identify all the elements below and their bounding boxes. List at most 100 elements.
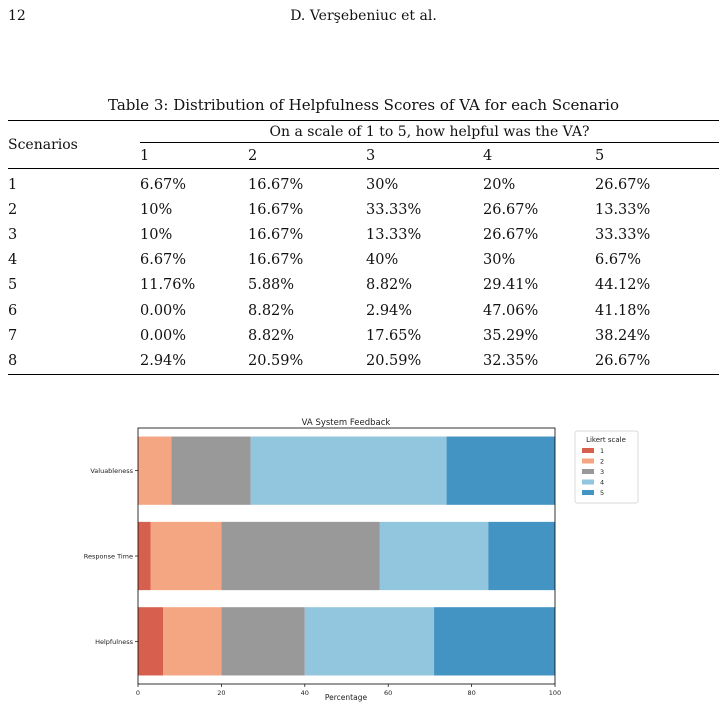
column-header-2: 2 — [248, 142, 366, 169]
score-cell: 13.33% — [366, 226, 422, 243]
y-tick-label: Response Time — [84, 553, 133, 561]
table-row: 4 6.67% 16.67% 40% 30% 6.67% — [8, 248, 719, 273]
bar-segment — [171, 436, 251, 505]
scenario-cell: 5 — [8, 277, 18, 294]
score-cell: 13.33% — [595, 201, 651, 218]
x-tick-label: 100 — [549, 689, 561, 697]
bar-segment — [150, 521, 222, 591]
scenario-cell: 3 — [8, 226, 18, 243]
running-author: D. Verşebeniuc et al. — [290, 8, 437, 24]
score-cell: 16.67% — [248, 201, 304, 218]
scenario-cell: 4 — [8, 252, 18, 269]
score-cell: 16.67% — [248, 176, 304, 193]
legend-label: 3 — [600, 468, 604, 476]
table-row: 6 0.00% 8.82% 2.94% 47.06% 41.18% — [8, 298, 719, 323]
score-cell: 44.12% — [595, 277, 651, 294]
legend-swatch — [582, 469, 594, 474]
score-cell: 11.76% — [140, 277, 196, 294]
legend-swatch — [582, 448, 594, 453]
legend-swatch — [582, 458, 594, 464]
x-axis-label: Percentage — [325, 693, 368, 702]
chart-x-ticks: 0 20 40 60 80 100 — [136, 684, 561, 697]
score-cell: 10% — [140, 226, 173, 243]
score-cell: 0.00% — [140, 302, 187, 319]
bar-segment — [221, 607, 305, 676]
score-cell: 16.67% — [248, 252, 304, 269]
score-cell: 20.59% — [248, 348, 366, 375]
score-cell: 2.94% — [366, 302, 413, 319]
bar-segment — [163, 607, 222, 676]
score-cell: 30% — [366, 176, 399, 193]
score-cell: 30% — [483, 252, 516, 269]
score-cell: 20% — [483, 176, 516, 193]
score-cell: 26.67% — [483, 226, 539, 243]
legend-label: 4 — [600, 479, 604, 487]
score-cell: 47.06% — [483, 302, 539, 319]
legend-label: 5 — [600, 489, 604, 497]
bar-segment — [221, 521, 380, 591]
legend-label: 2 — [600, 458, 604, 466]
score-cell: 8.82% — [366, 277, 413, 294]
bar-segment — [250, 436, 447, 505]
va-feedback-chart: VA System Feedback Valuableness Response … — [84, 418, 639, 702]
bar-segment — [138, 521, 151, 591]
scenario-cell: 2 — [8, 201, 18, 218]
score-cell: 33.33% — [366, 201, 422, 218]
score-cell: 17.65% — [366, 327, 422, 344]
bar-segment — [379, 521, 489, 591]
score-cell: 0.00% — [140, 327, 187, 344]
score-cell: 5.88% — [248, 277, 295, 294]
legend-swatch — [582, 490, 594, 495]
chart-legend: Likert scale 1 2 3 4 5 — [574, 430, 639, 504]
table-row: 3 10% 16.67% 13.33% 26.67% 33.33% — [8, 222, 719, 247]
scenario-cell: 7 — [8, 327, 18, 344]
legend-title: Likert scale — [586, 436, 626, 444]
bar-segment — [138, 607, 164, 676]
x-tick-label: 40 — [301, 689, 309, 697]
bar-segment — [304, 607, 435, 676]
score-cell: 2.94% — [140, 348, 248, 375]
table-body: 1 6.67% 16.67% 30% 20% 26.67% 2 10% 16.67% 33.33%… — [8, 169, 719, 375]
column-header-4: 4 — [483, 142, 595, 169]
x-tick-label: 0 — [136, 689, 140, 697]
scenarios-header: Scenarios — [8, 120, 140, 169]
score-cell: 16.67% — [248, 226, 304, 243]
bar-segment — [488, 521, 555, 591]
column-header-5: 5 — [595, 142, 719, 169]
legend-label: 1 — [600, 447, 604, 455]
x-tick-label: 80 — [467, 689, 475, 697]
bar-segment — [446, 436, 555, 505]
score-cell: 8.82% — [248, 327, 295, 344]
plot-frame — [137, 427, 556, 685]
score-cell: 8.82% — [248, 302, 295, 319]
scenario-cell: 6 — [8, 302, 18, 319]
x-tick-label: 60 — [384, 689, 392, 697]
running-header: 12 D. Verşebeniuc et al. — [8, 8, 719, 28]
bar-segment — [434, 607, 555, 676]
y-tick-label: Helpfulness — [95, 638, 134, 646]
score-cell: 33.33% — [595, 226, 651, 243]
column-header-3: 3 — [366, 142, 483, 169]
score-cell: 6.67% — [140, 252, 187, 269]
score-cell: 40% — [366, 252, 399, 269]
x-tick-label: 20 — [217, 689, 225, 697]
table-row: 8 2.94% 20.59% 20.59% 32.35% 26.67% — [8, 348, 719, 375]
table-row: 7 0.00% 8.82% 17.65% 35.29% 38.24% — [8, 323, 719, 348]
score-cell: 26.67% — [595, 348, 719, 375]
score-cell: 35.29% — [483, 327, 539, 344]
score-cell: 26.67% — [595, 176, 651, 193]
table-header-row: Scenarios On a scale of 1 to 5, how help… — [8, 120, 719, 169]
score-cell: 10% — [140, 201, 173, 218]
table-caption: Table 3: Distribution of Helpfulness Sco… — [108, 96, 619, 114]
score-cell: 41.18% — [595, 302, 651, 319]
legend-swatch — [582, 479, 594, 485]
score-cell: 6.67% — [595, 252, 642, 269]
y-tick-label: Valuableness — [90, 467, 133, 475]
table-row: 1 6.67% 16.67% 30% 20% 26.67% — [8, 169, 719, 198]
score-cell: 32.35% — [483, 348, 595, 375]
helpfulness-table: Scenarios On a scale of 1 to 5, how help… — [8, 120, 719, 375]
page-number: 12 — [8, 8, 26, 24]
scenario-cell: 8 — [8, 348, 140, 375]
question-header: On a scale of 1 to 5, how helpful was th… — [140, 120, 719, 143]
